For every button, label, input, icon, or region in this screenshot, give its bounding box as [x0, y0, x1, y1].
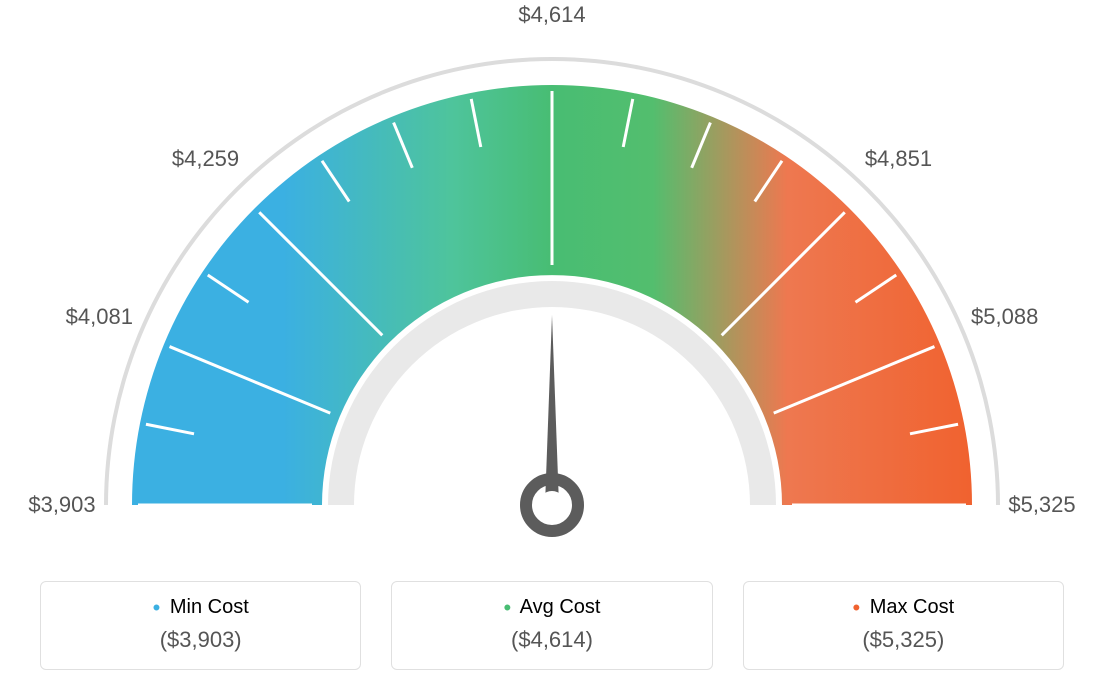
bullet-icon: • — [852, 597, 860, 619]
legend-row: • Min Cost ($3,903) • Avg Cost ($4,614) … — [40, 581, 1064, 670]
legend-avg-label: Avg Cost — [520, 596, 601, 618]
legend-avg-box: • Avg Cost ($4,614) — [391, 581, 712, 670]
legend-max-value: ($5,325) — [754, 627, 1053, 653]
bullet-icon: • — [153, 597, 161, 619]
gauge-tick-label: $5,088 — [971, 304, 1038, 330]
gauge-tick-label: $4,851 — [865, 146, 932, 172]
legend-min-title: • Min Cost — [51, 596, 350, 619]
legend-min-box: • Min Cost ($3,903) — [40, 581, 361, 670]
legend-avg-title: • Avg Cost — [402, 596, 701, 619]
legend-avg-value: ($4,614) — [402, 627, 701, 653]
bullet-icon: • — [504, 597, 512, 619]
gauge-tick-label: $3,903 — [28, 492, 95, 518]
gauge-tick-label: $4,614 — [518, 2, 585, 28]
legend-max-label: Max Cost — [870, 596, 954, 618]
legend-max-title: • Max Cost — [754, 596, 1053, 619]
gauge-tick-label: $5,325 — [1008, 492, 1075, 518]
legend-min-label: Min Cost — [170, 596, 249, 618]
legend-min-value: ($3,903) — [51, 627, 350, 653]
legend-max-box: • Max Cost ($5,325) — [743, 581, 1064, 670]
gauge-tick-label: $4,259 — [172, 146, 239, 172]
gauge-tick-label: $4,081 — [66, 304, 133, 330]
cost-gauge-infographic: $3,903 $4,081 $4,259 $4,614 $4,851 $5,088 $5,3… — [0, 0, 1104, 690]
gauge-chart: $3,903 $4,081 $4,259 $4,614 $4,851 $5,088 $5,3… — [0, 0, 1104, 560]
